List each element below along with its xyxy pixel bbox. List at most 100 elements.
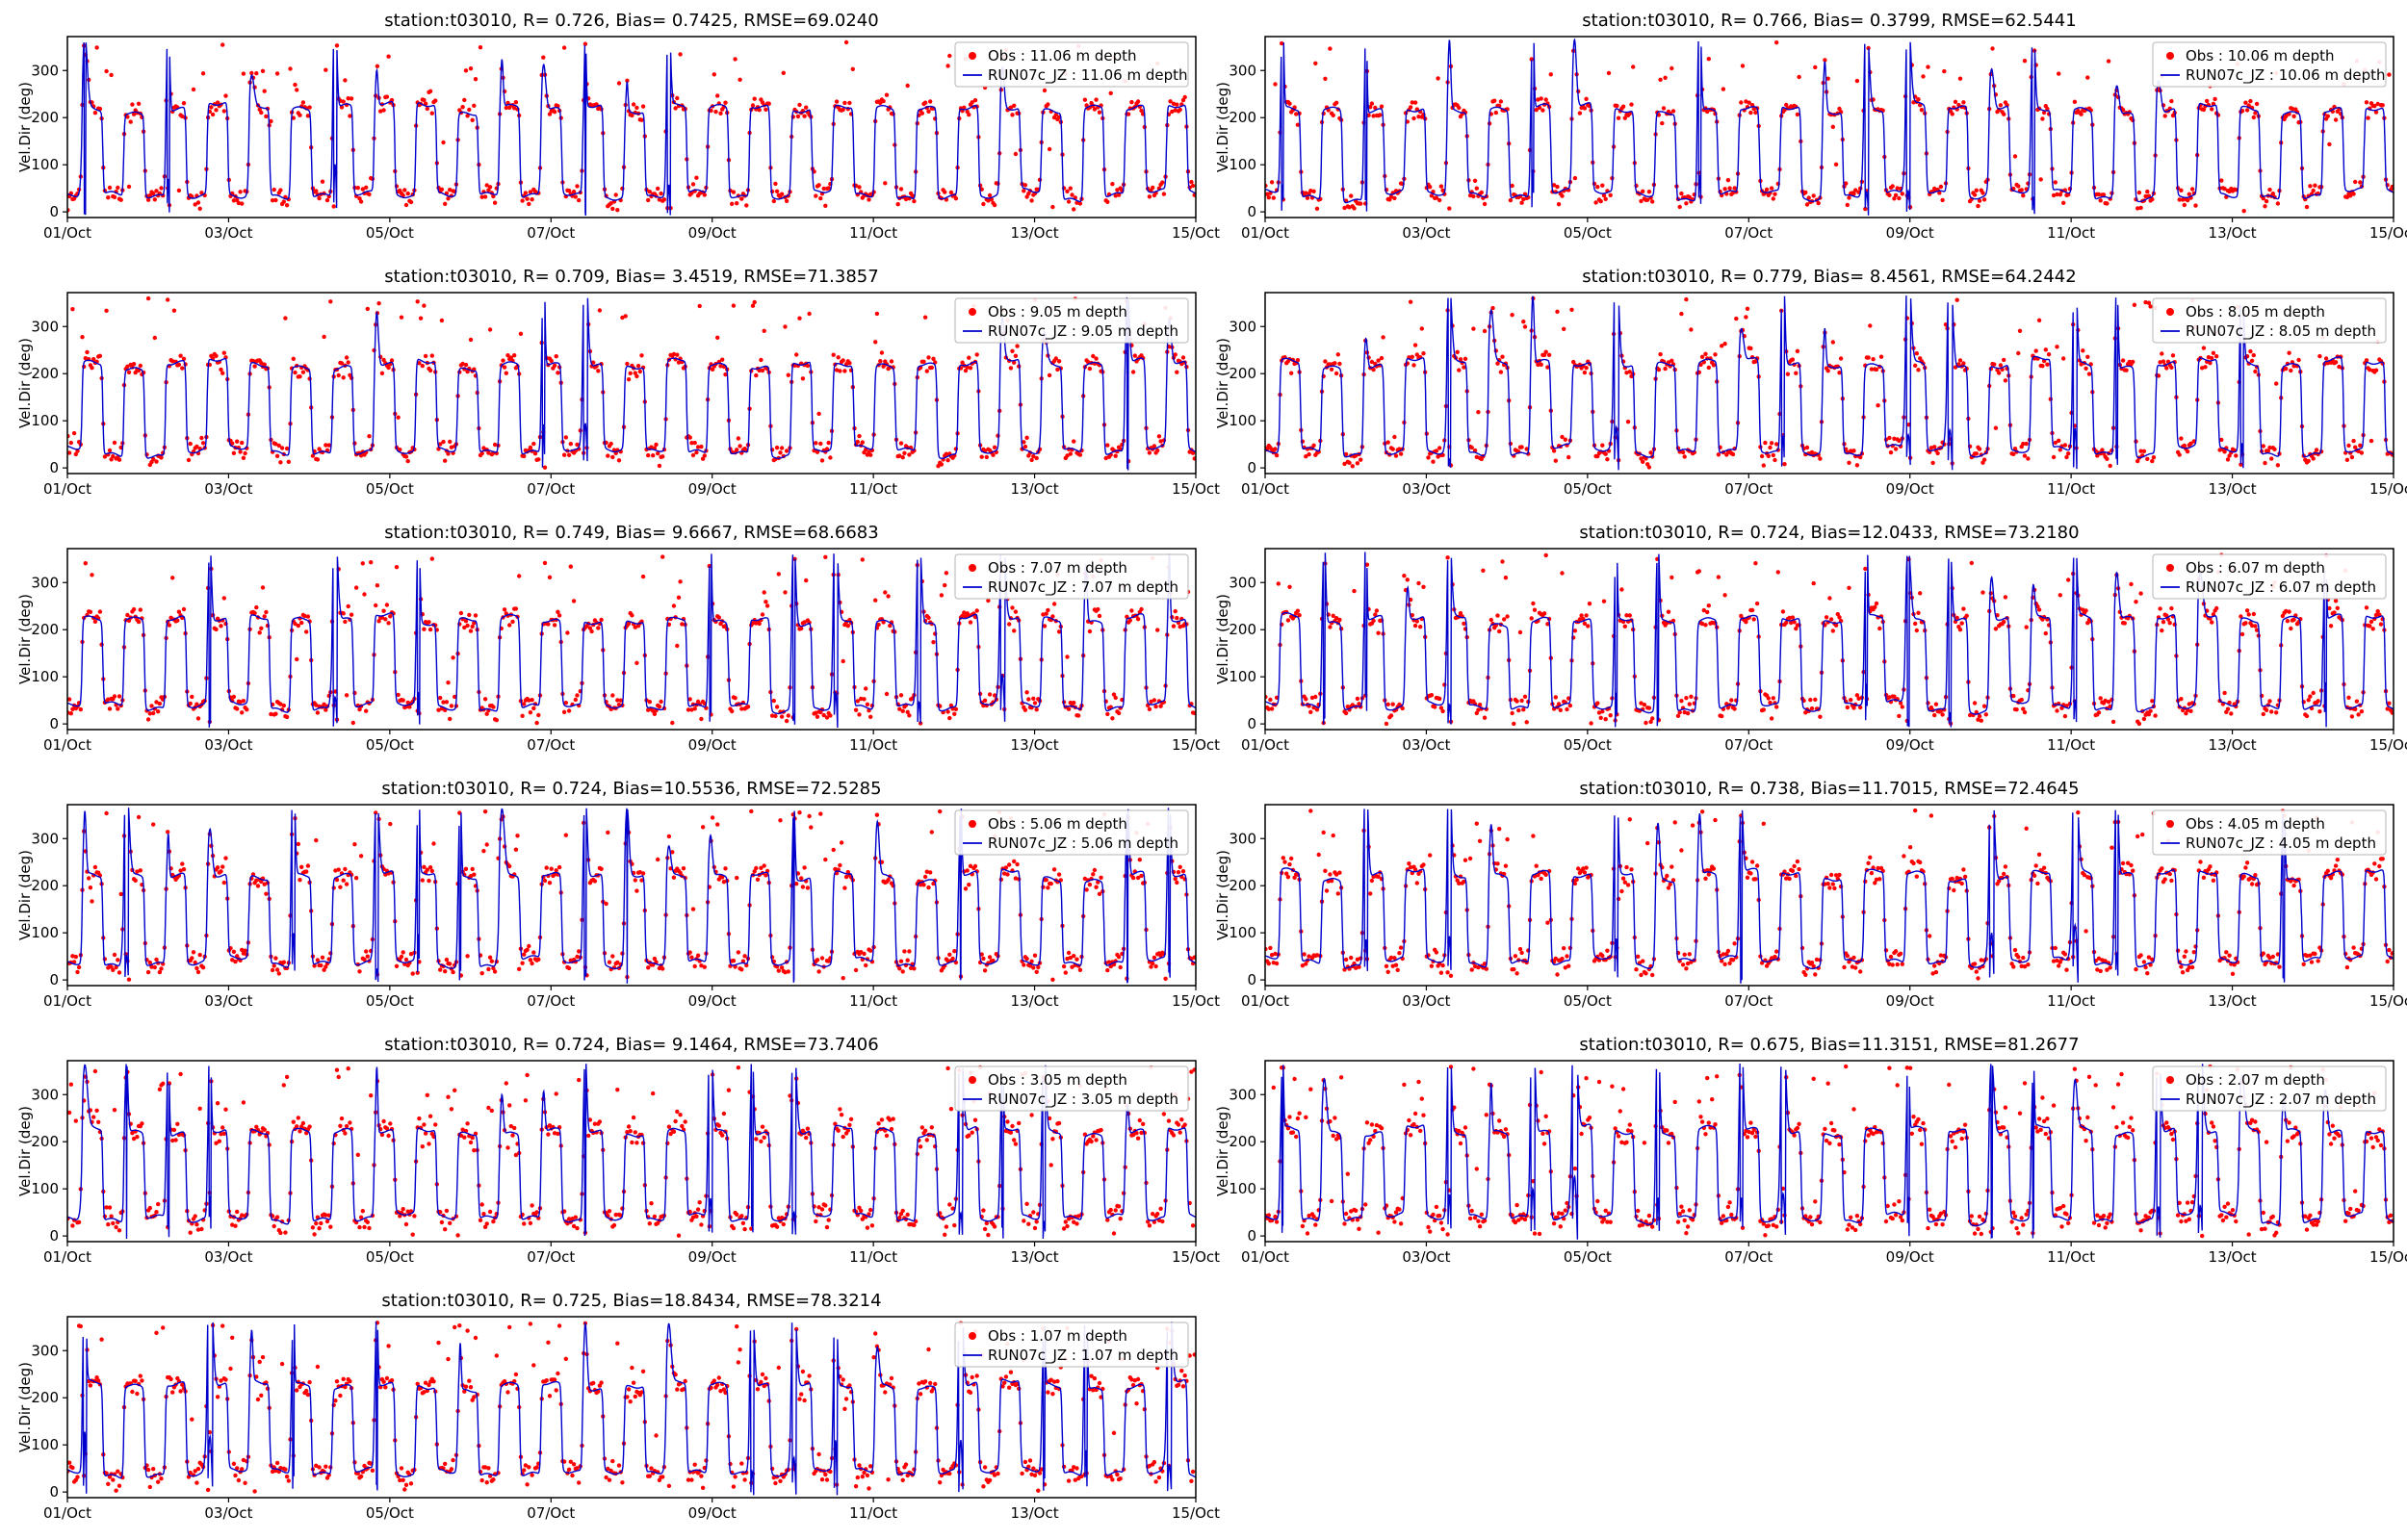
x-tick-label: 05/Oct <box>366 736 414 754</box>
legend-box <box>2152 553 2387 600</box>
y-tick-label: 100 <box>31 668 59 685</box>
x-tick-label: 13/Oct <box>2209 992 2257 1010</box>
x-tick-label: 07/Oct <box>1724 736 1773 754</box>
x-tick-label: 03/Oct <box>204 736 252 754</box>
model-line <box>67 1064 1196 1240</box>
x-tick-label: 03/Oct <box>204 992 252 1010</box>
y-tick-label: 300 <box>31 62 59 79</box>
x-tick-label: 03/Oct <box>1402 736 1450 754</box>
y-tick-label: 200 <box>31 1389 59 1406</box>
plot-area: 01/Oct 03/Oct 05/Oct 07/Oct 09/Oct 11/Oct 13/O… <box>31 1060 1220 1266</box>
x-tick-label: 01/Oct <box>43 1248 91 1266</box>
legend-box <box>2152 809 2387 856</box>
y-tick-label: 200 <box>31 109 59 126</box>
y-tick-label: 0 <box>1247 971 1256 988</box>
legend-box <box>954 41 1189 88</box>
chart-title: station:t03010, R= 0.726, Bias= 0.7425, … <box>384 11 879 31</box>
model-line <box>67 1321 1196 1496</box>
x-tick-label: 03/Oct <box>1402 992 1450 1010</box>
model-line <box>1265 808 2394 984</box>
y-tick-label: 300 <box>1229 318 1256 335</box>
model-line <box>1265 38 2394 216</box>
x-tick-label: 01/Oct <box>1241 736 1289 754</box>
legend-box <box>954 1322 1189 1368</box>
x-tick-label: 07/Oct <box>527 992 575 1010</box>
x-tick-label: 09/Oct <box>1886 1248 1934 1266</box>
y-tick-label: 0 <box>49 715 59 732</box>
x-tick-label: 15/Oct <box>2369 224 2407 242</box>
x-tick-label: 05/Oct <box>366 992 414 1010</box>
obs-marker-icon <box>969 1076 976 1084</box>
x-tick-label: 09/Oct <box>688 1504 737 1522</box>
x-tick-label: 07/Oct <box>1724 480 1773 498</box>
x-tick-label: 15/Oct <box>2369 1248 2407 1266</box>
x-tick-label: 13/Oct <box>2209 224 2257 242</box>
chart-panel: station:t03010, R= 0.675, Bias=11.3151, … <box>1205 1028 2407 1284</box>
obs-marker-icon <box>2166 564 2174 572</box>
chart-title: station:t03010, R= 0.724, Bias=10.5536, … <box>381 779 882 799</box>
legend-label-obs: Obs : 4.05 m depth <box>2186 815 2325 833</box>
legend-label-model: RUN07c_JZ : 9.05 m depth <box>988 322 1178 341</box>
legend-label-model: RUN07c_JZ : 1.07 m depth <box>988 1347 1178 1365</box>
y-tick-label: 100 <box>1229 412 1256 429</box>
obs-marker-icon <box>969 52 976 60</box>
chart-title: station:t03010, R= 0.724, Bias= 9.1464, … <box>384 1035 879 1055</box>
x-tick-label: 01/Oct <box>43 736 91 754</box>
legend-label-obs: Obs : 1.07 m depth <box>988 1327 1127 1345</box>
x-tick-label: 07/Oct <box>527 1504 575 1522</box>
chart-panel: station:t03010, R= 0.766, Bias= 0.3799, … <box>1205 4 2407 260</box>
y-tick-label: 300 <box>31 574 59 591</box>
legend-label-model: RUN07c_JZ : 6.07 m depth <box>2186 578 2376 597</box>
x-tick-label: 07/Oct <box>527 736 575 754</box>
x-tick-label: 05/Oct <box>1564 1248 1612 1266</box>
plot-area: 01/Oct 03/Oct 05/Oct 07/Oct 09/Oct 11/Oct 13/O… <box>1229 292 2407 498</box>
y-tick-label: 300 <box>31 318 59 335</box>
legend-label-model: RUN07c_JZ : 7.07 m depth <box>988 578 1178 597</box>
legend: Obs : 3.05 m depth RUN07c_JZ : 3.05 m dep… <box>954 1065 1189 1112</box>
obs-marker-icon <box>2166 820 2174 828</box>
legend: Obs : 10.06 m depth RUN07c_JZ : 10.06 m d… <box>2152 41 2387 88</box>
x-tick-label: 01/Oct <box>43 1504 91 1522</box>
y-tick-label: 300 <box>1229 574 1256 591</box>
model-line <box>67 296 1196 471</box>
x-tick-label: 11/Oct <box>849 1248 897 1266</box>
x-tick-label: 11/Oct <box>2047 480 2095 498</box>
chart-panel: station:t03010, R= 0.709, Bias= 3.4519, … <box>8 260 1220 516</box>
x-tick-label: 15/Oct <box>2369 736 2407 754</box>
legend-box <box>2152 297 2387 344</box>
x-tick-label: 15/Oct <box>1172 1248 1220 1266</box>
x-tick-label: 09/Oct <box>1886 992 1934 1010</box>
y-tick-label: 200 <box>1229 877 1256 894</box>
legend-label-model: RUN07c_JZ : 8.05 m depth <box>2186 322 2376 341</box>
x-tick-label: 05/Oct <box>1564 992 1612 1010</box>
x-tick-label: 03/Oct <box>1402 480 1450 498</box>
y-tick-label: 200 <box>1229 1133 1256 1150</box>
plot-area: 01/Oct 03/Oct 05/Oct 07/Oct 09/Oct 11/Oct 13/O… <box>1229 804 2407 1010</box>
obs-marker-icon <box>969 308 976 316</box>
x-tick-label: 09/Oct <box>1886 736 1934 754</box>
x-tick-label: 11/Oct <box>2047 1248 2095 1266</box>
x-tick-label: 03/Oct <box>204 1504 252 1522</box>
chart-title: station:t03010, R= 0.725, Bias=18.8434, … <box>381 1291 882 1311</box>
legend-label-obs: Obs : 2.07 m depth <box>2186 1071 2325 1089</box>
y-tick-label: 200 <box>31 365 59 382</box>
legend: Obs : 1.07 m depth RUN07c_JZ : 1.07 m dep… <box>954 1322 1189 1368</box>
chart-title: station:t03010, R= 0.675, Bias=11.3151, … <box>1579 1035 2080 1055</box>
y-tick-label: 100 <box>1229 1180 1256 1197</box>
x-tick-label: 03/Oct <box>204 1248 252 1266</box>
y-tick-label: 0 <box>49 203 59 220</box>
legend-box <box>2152 1065 2387 1112</box>
legend-box <box>954 297 1189 344</box>
chart-panel: station:t03010, R= 0.738, Bias=11.7015, … <box>1205 772 2407 1028</box>
y-tick-label: 0 <box>49 1483 59 1501</box>
x-tick-label: 11/Oct <box>849 992 897 1010</box>
legend-box <box>954 553 1189 600</box>
plot-area: 01/Oct 03/Oct 05/Oct 07/Oct 09/Oct 11/Oct 13/O… <box>31 804 1220 1010</box>
y-tick-label: 100 <box>1229 156 1256 173</box>
obs-marker-icon <box>969 564 976 572</box>
legend-label-obs: Obs : 3.05 m depth <box>988 1071 1127 1089</box>
obs-marker-icon <box>2166 1076 2174 1084</box>
